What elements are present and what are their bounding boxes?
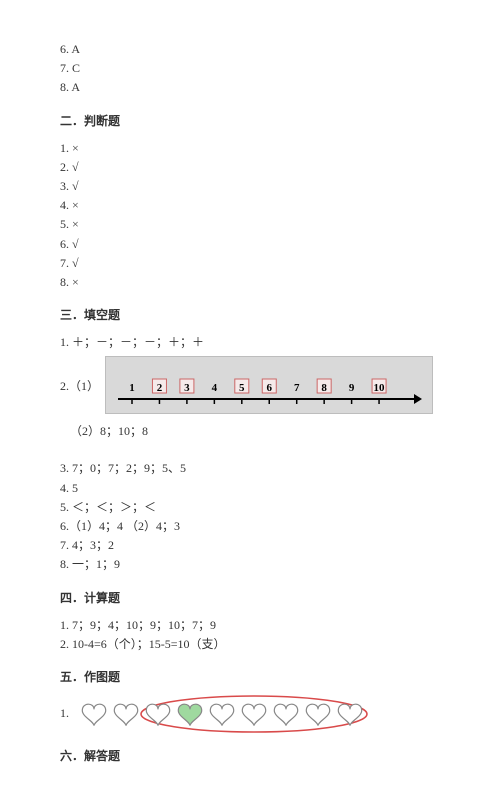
svg-text:9: 9 bbox=[349, 382, 355, 394]
svg-text:6: 6 bbox=[267, 382, 273, 394]
judge-item: 5. × bbox=[60, 215, 440, 234]
svg-text:4: 4 bbox=[212, 382, 218, 394]
answer-line: 7. C bbox=[60, 59, 440, 78]
numberline-diagram: 1 2 3 4 5 6 7 8 9 10 bbox=[114, 365, 424, 411]
section-4-title: 四．计算题 bbox=[60, 589, 440, 606]
fill-item: 5. ＜；＜；＞；＜ bbox=[60, 498, 440, 517]
hearts-diagram bbox=[73, 695, 371, 733]
judge-item: 4. × bbox=[60, 196, 440, 215]
judge-item: 7. √ bbox=[60, 254, 440, 273]
judge-item: 2. √ bbox=[60, 158, 440, 177]
fill-item: 1. ＋；－；－；－；＋；＋ bbox=[60, 333, 440, 352]
svg-text:7: 7 bbox=[294, 382, 300, 394]
fill-item: 6.（1）4；4 （2）4；3 bbox=[60, 517, 440, 536]
svg-text:1: 1 bbox=[129, 382, 135, 394]
top-answers: 6. A 7. C 8. A bbox=[60, 40, 440, 98]
svg-text:3: 3 bbox=[184, 382, 190, 394]
judge-item: 6. √ bbox=[60, 235, 440, 254]
fill-item: 3. 7；0；7；2；9；5、5 bbox=[60, 459, 440, 478]
calc-item: 1. 7；9；4；10；9；10；7；9 bbox=[60, 616, 440, 635]
section-6-title: 六．解答题 bbox=[60, 747, 440, 764]
svg-text:5: 5 bbox=[239, 382, 245, 394]
drawing-item-1: 1. bbox=[60, 695, 440, 733]
section-2-items: 1. × 2. √ 3. √ 4. × 5. × 6. √ 7. √ 8. × bbox=[60, 139, 440, 293]
fill-item-2-sub: （2）8；10；8 bbox=[70, 422, 440, 441]
judge-item: 8. × bbox=[60, 273, 440, 292]
fill-item-2: 2.（1） 1 2 3 4 5 6 7 8 9 10 bbox=[60, 356, 440, 414]
page-root: 6. A 7. C 8. A 二．判断题 1. × 2. √ 3. √ 4. ×… bbox=[0, 0, 500, 804]
judge-item: 1. × bbox=[60, 139, 440, 158]
fill-item: 7. 4；3；2 bbox=[60, 536, 440, 555]
calc-item: 2. 10-4=6（个）；15-5=10（支） bbox=[60, 635, 440, 654]
svg-text:10: 10 bbox=[374, 382, 386, 394]
section-5-title: 五．作图题 bbox=[60, 668, 440, 685]
drawing-item-1-prefix: 1. bbox=[60, 706, 69, 721]
section-2-title: 二．判断题 bbox=[60, 112, 440, 129]
fill-item-2-prefix: 2.（1） bbox=[60, 377, 99, 394]
answer-line: 8. A bbox=[60, 78, 440, 97]
section-3-title: 三．填空题 bbox=[60, 306, 440, 323]
judge-item: 3. √ bbox=[60, 177, 440, 196]
answer-line: 6. A bbox=[60, 40, 440, 59]
fill-item: 8. 一；1；9 bbox=[60, 555, 440, 574]
numberline-container: 1 2 3 4 5 6 7 8 9 10 bbox=[105, 356, 433, 414]
svg-text:8: 8 bbox=[321, 382, 327, 394]
svg-text:2: 2 bbox=[157, 382, 163, 394]
fill-item: 4. 5 bbox=[60, 479, 440, 498]
